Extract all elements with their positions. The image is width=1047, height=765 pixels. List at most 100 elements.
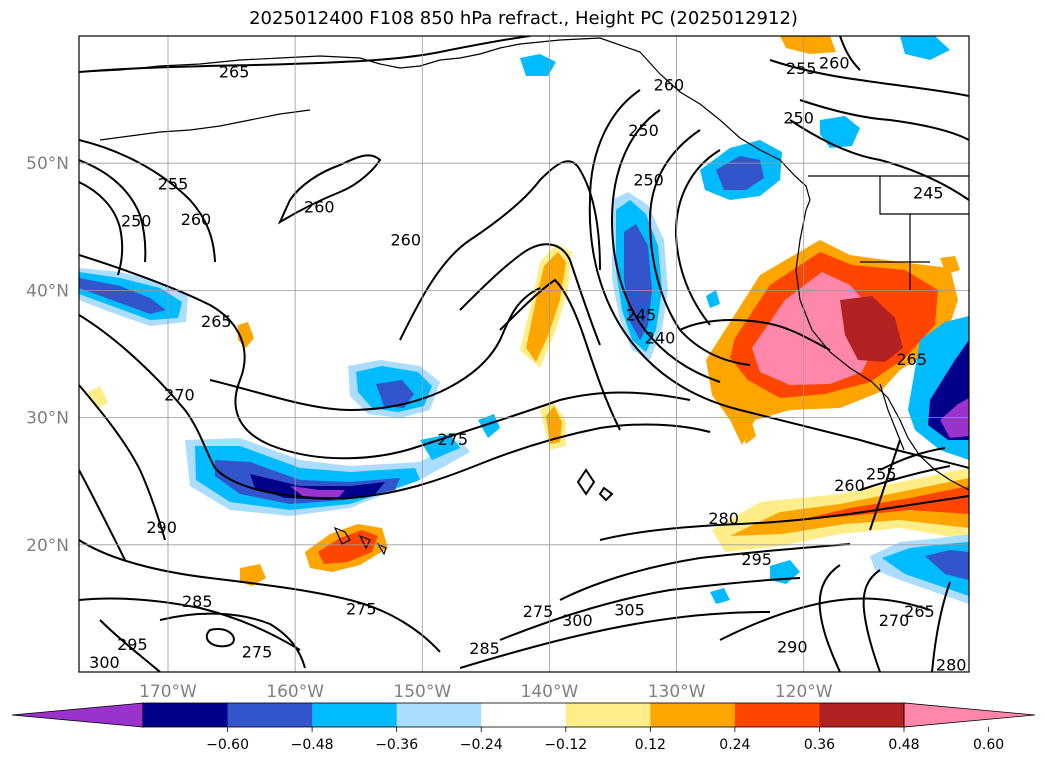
shade-blob-top bbox=[520, 54, 556, 76]
lon-tick-labels: 170°W 160°W 150°W 140°W 130°W 120°W bbox=[139, 682, 833, 702]
colorbar: −0.60 −0.48 −0.36 −0.24 −0.12 0.12 0.24 0.36 0.4… bbox=[11, 702, 1036, 753]
contour-label: 260 bbox=[654, 75, 685, 94]
colorbar-swatch bbox=[650, 703, 736, 727]
shade-bc-mid bbox=[716, 156, 764, 190]
lat-tick-labels: 50°N 40°N 30°N 20°N bbox=[26, 154, 69, 556]
colorbar-swatch bbox=[734, 703, 820, 727]
shade-blob-ne bbox=[820, 116, 860, 148]
shade-blob-topright-orange bbox=[780, 36, 836, 54]
lon-tick-label: 170°W bbox=[139, 682, 197, 702]
lat-tick-label: 20°N bbox=[26, 536, 69, 556]
colorbar-label: −0.60 bbox=[206, 737, 249, 753]
coast-uswest bbox=[795, 209, 969, 491]
contour-label: 265 bbox=[219, 63, 250, 82]
contour-label: 260 bbox=[819, 54, 850, 73]
contour-label: 265 bbox=[201, 312, 232, 331]
lat-tick-label: 30°N bbox=[26, 409, 69, 429]
contour-label: 270 bbox=[164, 386, 195, 405]
colorbar-extend-high bbox=[903, 702, 1036, 728]
shade-band-red bbox=[800, 486, 969, 520]
shade-firebrick bbox=[840, 296, 903, 362]
contour-label: 250 bbox=[121, 211, 152, 230]
contour-label: 250 bbox=[783, 108, 814, 127]
colorbar-swatch bbox=[565, 703, 651, 727]
contour-label: 260 bbox=[834, 476, 865, 495]
shade-se-mid bbox=[925, 550, 969, 580]
contour-label: 275 bbox=[346, 599, 377, 618]
height-contours bbox=[79, 36, 969, 672]
border-states bbox=[860, 176, 969, 290]
coast-aleutians bbox=[99, 109, 311, 141]
contour-label: 245 bbox=[626, 306, 657, 325]
lon-tick-label: 130°W bbox=[648, 682, 706, 702]
coastline-layer bbox=[79, 37, 969, 556]
colorbar-swatch bbox=[312, 703, 398, 727]
contour-label: 265 bbox=[904, 602, 935, 621]
contour-label: 275 bbox=[438, 430, 469, 449]
map-frame bbox=[78, 35, 970, 673]
contour-label: 270 bbox=[879, 611, 910, 630]
contour-label: 280 bbox=[708, 509, 739, 528]
map-title: 2025012400 F108 850 hPa refract., Height… bbox=[249, 8, 798, 29]
colorbar-label: −0.24 bbox=[460, 737, 503, 753]
contour-label: 265 bbox=[897, 350, 928, 369]
contour-label: 255 bbox=[866, 465, 897, 484]
lon-tick-label: 160°W bbox=[266, 682, 324, 702]
shade-trough-purple bbox=[290, 486, 345, 498]
contour-label: 255 bbox=[158, 175, 189, 194]
shade-hawaii-red bbox=[318, 530, 378, 564]
contour-label: 295 bbox=[741, 550, 772, 569]
colorbar-label: 0.24 bbox=[719, 737, 750, 753]
colorbar-outline bbox=[142, 702, 905, 728]
contour-label: 245 bbox=[913, 183, 944, 202]
lon-tick-label: 120°W bbox=[775, 682, 833, 702]
shade-blob-topright bbox=[900, 36, 950, 60]
gridlines bbox=[79, 36, 969, 672]
colorbar-swatch bbox=[481, 703, 567, 727]
lat-tick-label: 40°N bbox=[26, 281, 69, 301]
shade-midpac-mid bbox=[376, 380, 414, 408]
shade-spot-orange bbox=[546, 406, 562, 444]
colorbar-extend-low bbox=[11, 702, 144, 728]
contour-label: 290 bbox=[146, 518, 177, 537]
contour-label: 250 bbox=[633, 171, 664, 190]
colorbar-label: 0.60 bbox=[973, 737, 1004, 753]
contour-label: 305 bbox=[614, 601, 645, 620]
contour-label: 300 bbox=[562, 611, 593, 630]
colorbar-label: 0.12 bbox=[635, 737, 666, 753]
lat-tick-label: 50°N bbox=[26, 154, 69, 174]
coast-bc bbox=[779, 159, 811, 211]
contour-label: 295 bbox=[117, 635, 148, 654]
shade-blob-sm9 bbox=[710, 588, 730, 604]
shade-blob-sm6 bbox=[738, 416, 756, 444]
colorbar-label: −0.12 bbox=[544, 737, 587, 753]
shade-blob-sm10 bbox=[940, 256, 960, 274]
shade-nw-mid bbox=[79, 278, 166, 314]
colorbar-label: −0.48 bbox=[291, 737, 334, 753]
contour-label: 240 bbox=[645, 328, 676, 347]
lon-tick-label: 140°W bbox=[521, 682, 579, 702]
contour-label: 285 bbox=[182, 592, 213, 611]
coast-hawaii bbox=[333, 526, 387, 556]
shade-trough-navy bbox=[250, 474, 385, 500]
contour-label: 260 bbox=[390, 231, 421, 250]
contour-label: 285 bbox=[469, 639, 500, 658]
lon-tick-label: 150°W bbox=[393, 682, 451, 702]
colorbar-swatch bbox=[227, 703, 313, 727]
contour-label: 260 bbox=[304, 197, 335, 216]
contour-label: 275 bbox=[242, 643, 273, 662]
shade-blue-mid bbox=[624, 224, 652, 340]
shade-blob-sm2 bbox=[478, 414, 500, 438]
contour-label: 290 bbox=[777, 638, 808, 657]
shade-blob-sm5 bbox=[240, 564, 266, 586]
colorbar-label: 0.48 bbox=[888, 737, 919, 753]
contour-label: 300 bbox=[89, 653, 120, 672]
coast-alaska bbox=[79, 37, 781, 161]
shade-blob-sm8 bbox=[706, 290, 720, 308]
colorbar-swatch bbox=[143, 703, 229, 727]
shade-blob-sm3 bbox=[420, 434, 460, 460]
colorbar-label: −0.36 bbox=[375, 737, 418, 753]
coast-baja bbox=[879, 383, 905, 451]
